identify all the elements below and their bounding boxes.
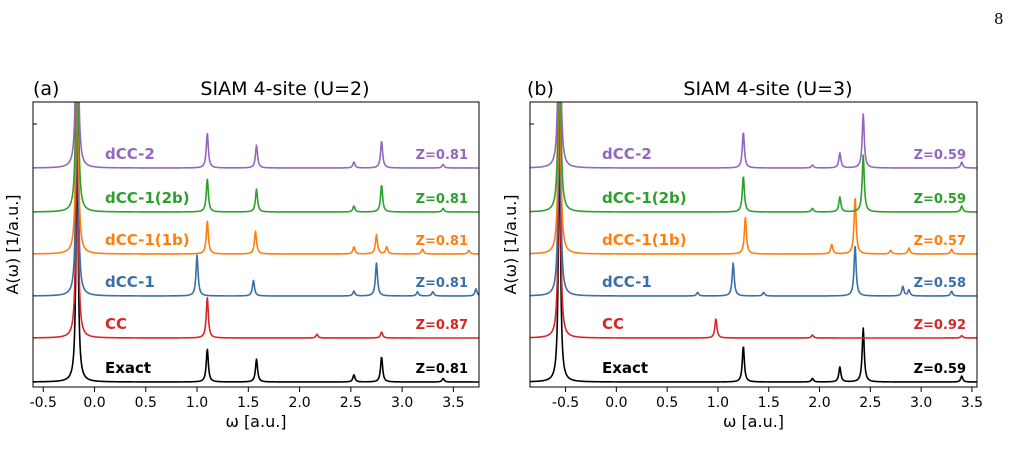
series-label: Exact <box>602 359 648 377</box>
x-tick-label: 0.5 <box>656 395 678 411</box>
x-tick-label: 0.0 <box>605 395 627 411</box>
chart-panel-a: Exact Z=0.81 CC Z=0.87 dCC-1 Z=0.81 dCC-1(1b) Z… <box>3 78 480 431</box>
z-value-label: Z=0.59 <box>914 362 966 377</box>
z-value-label: Z=0.81 <box>416 276 468 291</box>
series-line-dcc-11b <box>33 102 479 255</box>
z-value-label: Z=0.81 <box>416 192 468 207</box>
x-tick-label: 1.5 <box>758 395 780 411</box>
x-tick-label: -0.5 <box>552 395 579 411</box>
z-value-label: Z=0.59 <box>914 148 966 163</box>
series-line-dcc-2 <box>33 102 479 169</box>
z-value-label: Z=0.59 <box>914 192 966 207</box>
x-tick-label: -0.5 <box>30 395 57 411</box>
series-label: dCC-1 <box>602 273 652 291</box>
chart-title: SIAM 4-site (U=2) <box>200 78 369 100</box>
series-line-cc <box>530 102 977 339</box>
series-line-exact <box>530 135 977 383</box>
series-line-dcc-11b <box>530 102 977 255</box>
x-tick-label: 3.0 <box>910 395 932 411</box>
x-tick-label: 3.5 <box>442 395 464 411</box>
x-axis-label: ω [a.u.] <box>225 412 286 431</box>
series-label: dCC-1(2b) <box>105 189 190 207</box>
series-line-cc <box>33 102 479 339</box>
z-value-label: Z=0.81 <box>416 148 468 163</box>
chart-title: SIAM 4-site (U=3) <box>683 78 852 100</box>
z-value-label: Z=0.92 <box>914 318 966 333</box>
y-axis-label: A(ω) [1/a.u.] <box>3 194 22 294</box>
z-value-label: Z=0.87 <box>416 318 468 333</box>
page-number: 8 <box>994 10 1004 28</box>
series-line-dcc-12b <box>530 102 977 213</box>
x-tick-label: 2.0 <box>288 395 310 411</box>
series-label: dCC-1(1b) <box>602 231 687 249</box>
series-label: dCC-2 <box>602 145 652 163</box>
x-tick-label: 2.5 <box>340 395 362 411</box>
x-tick-label: 1.0 <box>186 395 208 411</box>
series-label: CC <box>105 315 127 333</box>
panel-letter: (a) <box>33 78 59 100</box>
z-value-label: Z=0.58 <box>914 276 966 291</box>
series-label: dCC-2 <box>105 145 155 163</box>
x-tick-label: 3.5 <box>961 395 983 411</box>
chart-panel-b: Exact Z=0.59 CC Z=0.92 dCC-1 Z=0.58 dCC-1(1b) Z… <box>501 78 983 431</box>
z-value-label: Z=0.81 <box>416 362 468 377</box>
z-value-label: Z=0.81 <box>416 234 468 249</box>
x-axis-label: ω [a.u.] <box>723 412 784 431</box>
series-line-exact <box>33 131 479 383</box>
series-line-dcc-1 <box>530 102 977 297</box>
x-tick-label: 0.5 <box>135 395 157 411</box>
series-label: Exact <box>105 359 151 377</box>
x-tick-label: 2.0 <box>808 395 830 411</box>
z-value-label: Z=0.57 <box>914 234 966 249</box>
series-line-dcc-1 <box>33 102 479 297</box>
x-tick-label: 1.5 <box>237 395 259 411</box>
x-tick-label: 3.0 <box>391 395 413 411</box>
series-label: CC <box>602 315 624 333</box>
series-label: dCC-1 <box>105 273 155 291</box>
plot-frame <box>32 101 480 388</box>
series-line-dcc-2 <box>530 102 977 169</box>
y-axis-label: A(ω) [1/a.u.] <box>501 194 520 294</box>
x-tick-label: 0.0 <box>83 395 105 411</box>
series-label: dCC-1(2b) <box>602 189 687 207</box>
x-tick-label: 1.0 <box>707 395 729 411</box>
series-line-dcc-12b <box>33 102 479 213</box>
plot-frame <box>529 101 978 388</box>
series-label: dCC-1(1b) <box>105 231 190 249</box>
panel-letter: (b) <box>527 78 554 100</box>
x-tick-label: 2.5 <box>859 395 881 411</box>
